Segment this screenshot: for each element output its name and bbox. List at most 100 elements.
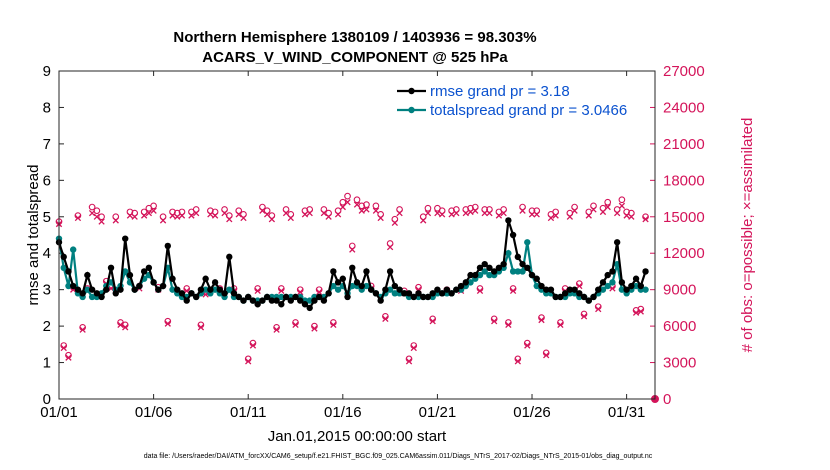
rmse-point (552, 293, 559, 301)
obs-assimilated-marker (98, 218, 105, 225)
obs-possible-marker (604, 198, 612, 206)
spread-point (533, 282, 540, 290)
obs-assimilated-marker (576, 282, 583, 290)
rmse-point (438, 290, 446, 297)
spread-point (386, 286, 394, 293)
chart-title-line1: Northern Hemisphere 1380109 / 1403936 = … (173, 29, 536, 46)
right-y-tick-label: 3000 (663, 355, 696, 372)
obs-assimilated-marker (438, 211, 446, 218)
rmse-point (79, 290, 86, 297)
obs-assimilated-marker (178, 212, 186, 219)
rmse-point (576, 290, 583, 297)
rmse-point (500, 260, 507, 268)
rmse-point (60, 253, 67, 261)
obs-assimilated-marker (74, 214, 82, 222)
rmse-point (226, 253, 233, 261)
rmse-point (453, 286, 460, 293)
rmse-point (192, 293, 200, 301)
rmse-point (543, 286, 550, 293)
right-y-axis: 0 3000 6000 9000 12000 15000 18000 21000 24000 27… (650, 63, 705, 408)
x-tick-label: 01/11 (230, 404, 266, 421)
spread-point (84, 286, 91, 293)
obs-assimilated-marker (590, 206, 597, 213)
obs-assimilated-marker (344, 199, 351, 206)
obs-assimilated-marker (528, 211, 536, 218)
obs-assimilated-marker (349, 246, 356, 253)
obs-possible-marker (98, 213, 105, 221)
obs-assimilated-marker (131, 213, 138, 220)
left-y-tick-label: 6 (43, 172, 51, 189)
rmse-point (495, 264, 503, 271)
obs-assimilated-marker (254, 287, 261, 295)
legend-rmse-marker (408, 87, 415, 95)
obs-assimilated-marker (112, 217, 119, 224)
obs-assimilated-marker (278, 287, 285, 295)
legend-spread-label: totalspread grand pr = 3.0466 (430, 102, 627, 119)
rmse-point (273, 297, 280, 304)
right-y-tick-label: 0 (663, 391, 671, 408)
spread-point (211, 286, 219, 293)
obs-assimilated-marker (434, 209, 441, 217)
rmse-point (292, 293, 299, 301)
obs-assimilated-marker (595, 305, 602, 313)
rmse-point (434, 286, 441, 293)
obs-assimilated-marker (211, 212, 219, 219)
rmse-point (585, 297, 592, 304)
obs-possible-marker (372, 202, 380, 210)
rmse-point (590, 293, 597, 301)
obs-possible-marker (150, 202, 157, 210)
spread-point (642, 286, 649, 293)
obs-assimilated-marker (405, 358, 413, 365)
rmse-point (297, 297, 304, 304)
rmse-point (580, 293, 588, 301)
rmse-point (230, 290, 238, 297)
rmse-point (93, 290, 101, 297)
obs-assimilated-marker (481, 209, 488, 217)
rmse-point (609, 268, 616, 275)
spread-point (509, 268, 517, 275)
obs-assimilated-marker (377, 214, 384, 222)
spread-point (519, 268, 526, 275)
spread-point (391, 290, 399, 297)
rmse-point (325, 290, 332, 297)
right-y-tick-label: 12000 (663, 245, 705, 262)
rmse-point (524, 264, 531, 271)
obs-assimilated-marker (65, 354, 72, 361)
rmse-point (353, 279, 361, 286)
obs-assimilated-marker (467, 208, 474, 216)
rmse-point (103, 286, 110, 293)
obs-assimilated-marker (519, 207, 526, 214)
rmse-point (547, 286, 555, 293)
rmse-point (349, 264, 356, 271)
obs-assimilated-marker (486, 209, 493, 217)
rmse-point (164, 242, 171, 250)
left-y-axis: 0 1 2 3 4 5 6 7 8 9 (43, 63, 64, 408)
legend-spread-marker (408, 106, 415, 114)
obs-assimilated-marker (145, 209, 153, 217)
obs-assimilated-marker (637, 308, 644, 315)
obs-assimilated-marker (93, 213, 101, 220)
rmse-point (330, 268, 337, 275)
left-y-tick-label: 3 (43, 282, 51, 299)
obs-assimilated-marker (325, 213, 332, 220)
spread-point (69, 246, 77, 253)
obs-assimilated-marker (315, 288, 323, 296)
obs-assimilated-marker (159, 217, 167, 224)
obs-assimilated-marker (339, 203, 346, 211)
rmse-point (509, 231, 517, 239)
obs-assimilated-marker (287, 214, 294, 222)
rmse-point (382, 286, 389, 293)
rmse-point (315, 293, 323, 301)
left-y-tick-label: 4 (43, 245, 51, 262)
rmse-point (178, 290, 186, 297)
rmse-point (396, 286, 403, 293)
rmse-point (358, 282, 365, 290)
rmse-point (566, 286, 574, 293)
rmse-point (637, 282, 645, 290)
rmse-point (481, 260, 488, 268)
rmse-point (367, 286, 375, 293)
rmse-point (377, 297, 384, 304)
obs-possible-marker (618, 196, 626, 204)
obs-assimilated-marker (628, 213, 635, 220)
obs-assimilated-marker (424, 209, 432, 217)
